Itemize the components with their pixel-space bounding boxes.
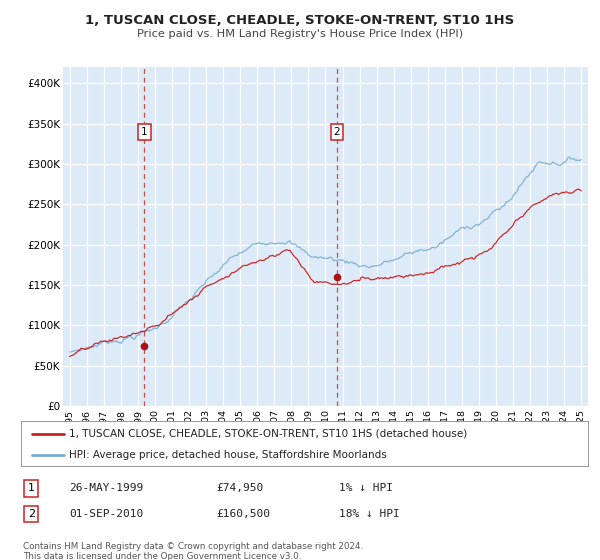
Text: 1: 1 <box>28 483 35 493</box>
Text: 18% ↓ HPI: 18% ↓ HPI <box>339 509 400 519</box>
Text: 1% ↓ HPI: 1% ↓ HPI <box>339 483 393 493</box>
Text: £74,950: £74,950 <box>216 483 263 493</box>
Text: HPI: Average price, detached house, Staffordshire Moorlands: HPI: Average price, detached house, Staf… <box>69 450 387 460</box>
Text: 26-MAY-1999: 26-MAY-1999 <box>69 483 143 493</box>
Text: 1, TUSCAN CLOSE, CHEADLE, STOKE-ON-TRENT, ST10 1HS: 1, TUSCAN CLOSE, CHEADLE, STOKE-ON-TRENT… <box>85 14 515 27</box>
Text: 1: 1 <box>141 127 148 137</box>
Text: 1, TUSCAN CLOSE, CHEADLE, STOKE-ON-TRENT, ST10 1HS (detached house): 1, TUSCAN CLOSE, CHEADLE, STOKE-ON-TRENT… <box>69 428 467 438</box>
Text: Price paid vs. HM Land Registry's House Price Index (HPI): Price paid vs. HM Land Registry's House … <box>137 29 463 39</box>
Text: Contains HM Land Registry data © Crown copyright and database right 2024.
This d: Contains HM Land Registry data © Crown c… <box>23 542 363 560</box>
Text: £160,500: £160,500 <box>216 509 270 519</box>
Text: 2: 2 <box>334 127 340 137</box>
Text: 01-SEP-2010: 01-SEP-2010 <box>69 509 143 519</box>
Text: 2: 2 <box>28 509 35 519</box>
